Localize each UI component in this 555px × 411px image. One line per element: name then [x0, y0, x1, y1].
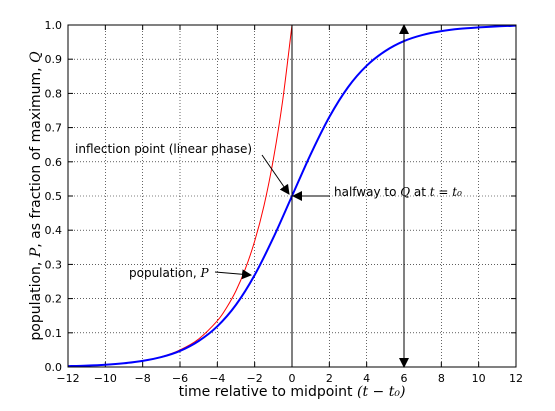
- x-tick-label: 10: [472, 372, 486, 385]
- y-tick-label: 0.1: [45, 327, 63, 340]
- plot-frame: [67, 24, 517, 368]
- y-axis-label-part-2: P: [28, 247, 44, 258]
- halfway-math-q: Q: [400, 185, 410, 199]
- y-tick-label: 0.2: [45, 293, 63, 306]
- x-tick-label: −2: [247, 372, 263, 385]
- x-tick-label: 12: [509, 372, 523, 385]
- y-tick-label: 1.0: [45, 19, 63, 32]
- y-axis-label-part-3: , as fraction of maximum,: [28, 63, 44, 248]
- x-tick-label: 6: [401, 372, 408, 385]
- y-axis-label-part-1: population,: [28, 257, 44, 340]
- annotation-halfway: halfway to Q at t = t₀: [334, 185, 462, 199]
- y-tick-label: 0.6: [45, 156, 63, 169]
- annotation-inflection: inflection point (linear phase): [75, 142, 252, 156]
- x-tick-label: −8: [135, 372, 151, 385]
- x-tick-label: −6: [172, 372, 188, 385]
- y-axis-label: population, P, as fraction of maximum, Q: [28, 51, 44, 341]
- halfway-math-t: t = t₀: [430, 185, 462, 199]
- arrow-population: [214, 269, 252, 280]
- x-axis-label-text: time relative to midpoint: [179, 384, 357, 400]
- y-tick-label: 0.4: [45, 224, 63, 237]
- x-tick-label: 8: [438, 372, 445, 385]
- y-tick-label: 0.7: [45, 122, 63, 135]
- y-tick-label: 0.5: [45, 190, 63, 203]
- y-tick-label: 0.9: [45, 53, 63, 66]
- annotation-population: population, P: [129, 266, 209, 280]
- halfway-text: halfway to: [334, 185, 400, 199]
- halfway-at: at: [410, 185, 430, 199]
- population-math: P: [199, 266, 209, 280]
- y-tick-label: 0.8: [45, 87, 63, 100]
- x-tick-label: 0: [289, 372, 296, 385]
- x-tick-label: −10: [94, 372, 117, 385]
- population-text: population,: [129, 266, 200, 280]
- x-tick-label: 4: [363, 372, 370, 385]
- y-tick-label: 0.0: [45, 361, 63, 374]
- y-axis-label-part-4: Q: [28, 51, 44, 63]
- tick-labels: −12 −10 −8 −6 −4 −2 0 2 4 6 8 10 12 0.0 0.1 0.2 0.3 0.4 0.…: [45, 19, 524, 385]
- y-tick-label: 0.3: [45, 258, 63, 271]
- x-axis-label-math: (t − t₀): [357, 384, 405, 400]
- arrow-inflection: [261, 154, 290, 195]
- x-tick-label: 2: [326, 372, 333, 385]
- x-axis-label: time relative to midpoint (t − t₀): [179, 384, 406, 400]
- x-tick-label: −12: [56, 372, 79, 385]
- x-tick-label: −4: [209, 372, 225, 385]
